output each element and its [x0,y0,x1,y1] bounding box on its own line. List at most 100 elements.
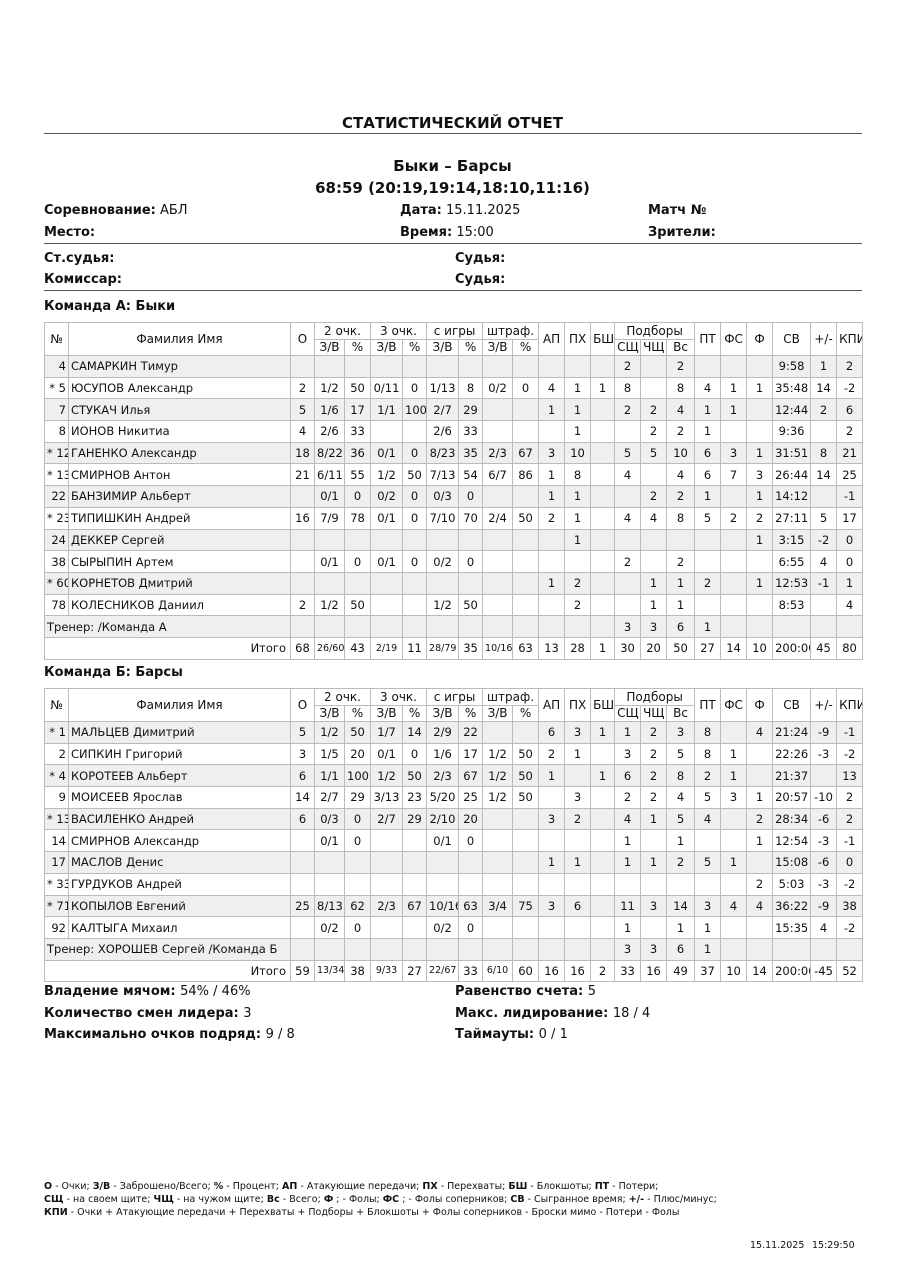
stat-cell: 6 [614,764,642,788]
stat-cell: 0/1 [370,441,404,465]
stat-cell: 0 [402,742,428,766]
stat-cell [370,916,404,939]
stat-cell: 1 [590,721,616,744]
player-name: СМИРНОВ Антон [68,463,291,487]
stat-cell: 10 [746,636,774,660]
stat-cell [564,829,592,853]
stat-cell: 26/60 [314,636,345,660]
legend-key: Ф [323,1194,334,1205]
stat-cell [458,528,484,552]
column-header: ФС [720,322,748,356]
stat-cell [343,528,372,552]
stat-cell: 20 [458,807,484,831]
stat-cell [458,571,484,595]
stat-cell [720,528,748,552]
player-number: * 12 [44,441,69,465]
stat-cell [564,916,592,939]
stat-cell [343,615,372,638]
column-header: штраф. [482,688,540,706]
stat-cell: 0 [458,550,484,573]
stat-cell: 8/23 [426,441,460,465]
column-subheader: ЧЩ [640,704,668,722]
label: Максимально очков подряд: [44,1027,262,1042]
stat-cell: 0/1 [314,485,345,508]
place-label: Место: [44,225,96,240]
stat-cell [694,550,722,573]
column-header: № [44,322,69,356]
stat-cell: 7/13 [426,463,460,487]
stat-cell: 1/1 [314,764,345,788]
label: Время: [400,225,453,240]
stat-cell: 49 [666,959,696,983]
stat-cell: 1 [694,420,722,443]
stat-cell: 1/13 [426,376,460,400]
stat-cell: -6 [810,807,838,831]
stat-cell: 1 [614,916,642,939]
legend-key: % [213,1181,224,1192]
stat-cell: 10 [666,441,696,465]
stat-cell [746,398,774,422]
stat-cell: 3 [720,786,748,809]
stat-cell: 50 [402,764,428,788]
stat-cell [836,937,864,961]
player-row: 38 СЫРЫПИН Артем 0/1 0 0/1 0 0/2 0 2 2 6:55 4 0 [44,550,864,573]
column-subheader: % [402,704,428,722]
stat-cell [836,615,864,638]
stat-cell: 2 [538,742,566,766]
rule [44,133,862,134]
legend-text: - на чужом щите; [176,1194,264,1205]
stat-cell [640,916,668,939]
stat-cell: 78 [343,506,372,530]
value: 15:00 [456,225,494,240]
column-header: +/- [810,322,838,356]
stat-cell: 38 [343,959,372,983]
stat-cell: 1 [746,485,774,508]
stat-cell: 0/1 [314,829,345,853]
stat-cell: 29 [458,398,484,422]
label: Команда А: [44,299,131,314]
legend-line: О - Очки; З/В - Заброшено/Всего; % - Про… [44,1181,658,1192]
stat-cell: 26:44 [772,463,812,487]
summary-item: Количество смен лидера: 3 [44,1006,252,1021]
stat-cell [614,420,642,443]
stat-cell [512,615,540,638]
stat-cell: 3 [640,615,668,638]
legend-text: - Атакующие передачи; [300,1181,420,1192]
stat-cell [694,528,722,552]
title: СТАТИСТИЧЕСКИЙ ОТЧЕТ [342,114,563,132]
stat-cell [538,593,566,617]
stat-cell [343,937,372,961]
column-header: с игры [426,322,484,340]
stat-cell: 0 [343,485,372,508]
column-subheader: З/В [426,338,460,356]
stat-cell [512,398,540,422]
column-subheader: З/В [314,338,345,356]
stat-cell [426,851,460,874]
stat-cell [482,593,514,617]
stat-cell: -2 [836,742,864,766]
legend-text: - Перехваты; [440,1181,506,1192]
stat-cell: 6 [666,937,696,961]
stat-cell: 1 [590,376,616,400]
stat-cell: 14 [290,786,315,809]
stat-cell [343,851,372,874]
stat-cell: 1 [564,485,592,508]
stat-cell: 0/3 [426,485,460,508]
stat-cell [564,550,592,573]
stat-cell: 0 [343,916,372,939]
stat-cell: 100 [402,398,428,422]
stat-cell: 6 [666,615,696,638]
stat-cell [290,571,315,595]
team-a-heading: Команда А: Быки [44,299,175,314]
stat-cell: 4 [810,550,838,573]
chief-referee-label: Ст.судья: [44,251,115,266]
stat-cell: 1/2 [370,463,404,487]
stat-cell [538,786,566,809]
stat-cell: 2/6 [426,420,460,443]
stat-cell: 4 [694,376,722,400]
stat-cell [482,571,514,595]
stat-cell: 12:53 [772,571,812,595]
stat-cell: 36:22 [772,894,812,918]
stat-cell: 1 [720,398,748,422]
stat-cell: 5 [290,721,315,744]
